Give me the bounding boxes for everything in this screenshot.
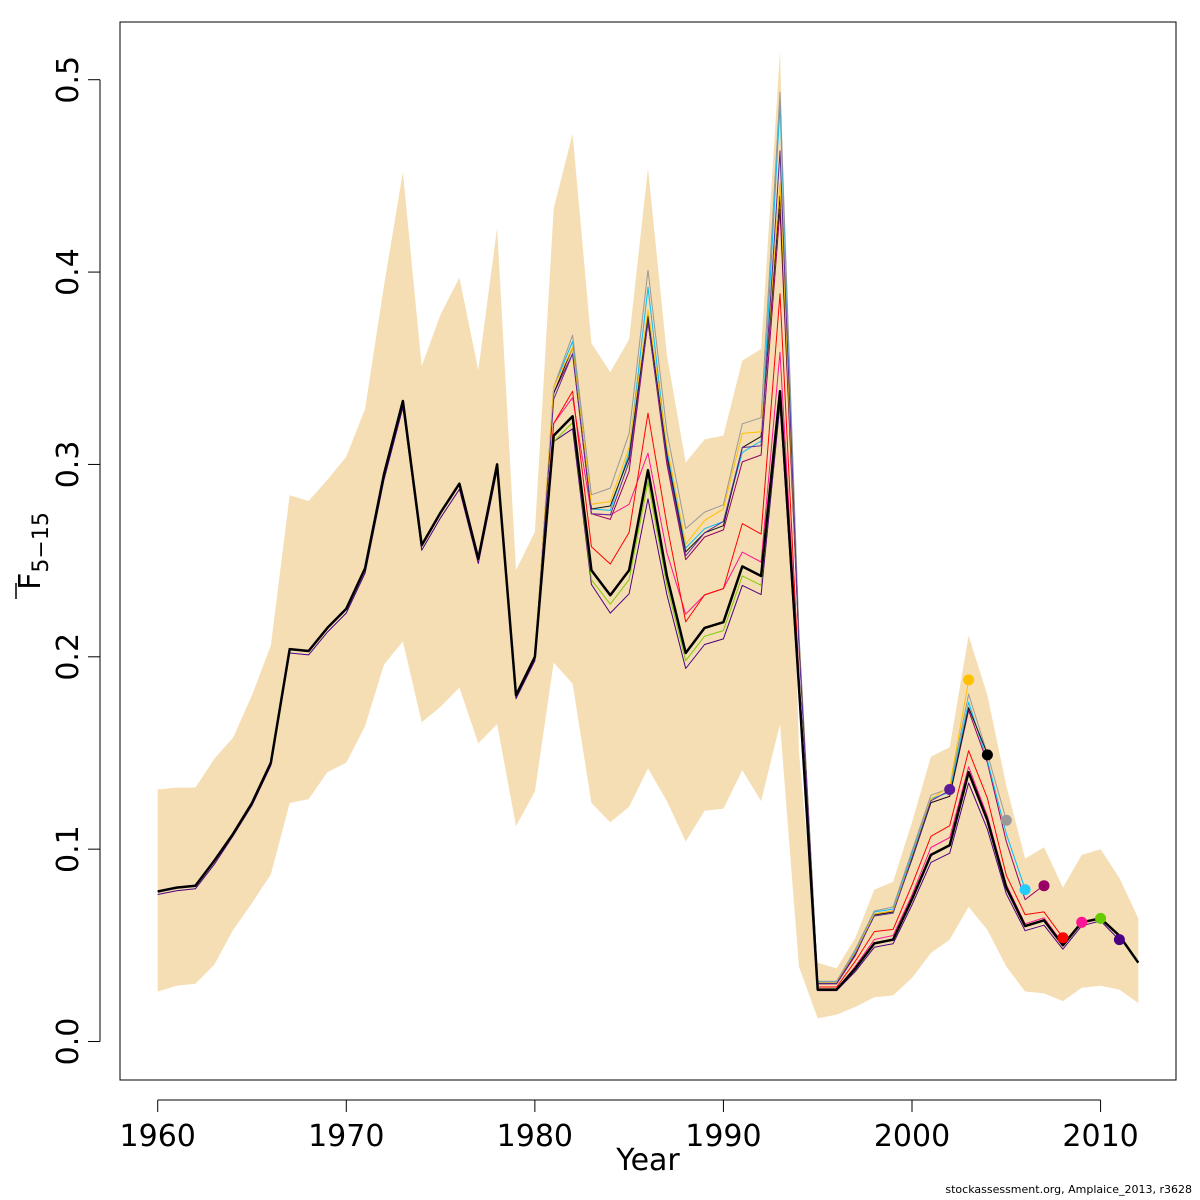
x-tick-label: 1980 xyxy=(497,1119,573,1154)
y-axis-title-subscript: 5−15 xyxy=(29,512,54,572)
x-tick-label: 1960 xyxy=(120,1119,196,1154)
y-tick-label: 0.5 xyxy=(51,56,86,104)
series-lines-layer xyxy=(157,91,1140,992)
series-line-2012 xyxy=(157,390,1140,991)
x-tick-label: 2000 xyxy=(874,1119,950,1154)
x-tick-label: 1970 xyxy=(308,1119,384,1154)
terminal-point-2002 xyxy=(944,784,956,795)
credit-text: stockassessment.org, Amplaice_2013, r362… xyxy=(945,1183,1192,1196)
y-axis-title: F5−15 xyxy=(13,512,54,599)
terminal-point-2006 xyxy=(1019,884,1031,896)
terminal-point-2009 xyxy=(1076,916,1088,928)
terminal-point-2008 xyxy=(1057,932,1069,944)
terminal-point-2004 xyxy=(981,749,993,761)
series-line-2011 xyxy=(157,403,1120,992)
terminal-point-2010 xyxy=(1095,912,1107,924)
y-tick-label: 0.2 xyxy=(51,633,86,681)
confidence-band-layer xyxy=(157,50,1139,1019)
y-tick-label: 0.4 xyxy=(51,248,86,296)
x-axis: 1960 1970 1980 1990 2000 2010 xyxy=(120,1099,1139,1154)
terminal-point-2003 xyxy=(963,674,975,686)
y-tick-label: 0.3 xyxy=(51,441,86,489)
y-tick-label: 0.1 xyxy=(51,825,86,873)
terminal-point-2005 xyxy=(1000,814,1012,826)
terminal-points-layer xyxy=(944,674,1125,946)
svg-text:F5−15: F5−15 xyxy=(13,512,54,590)
x-axis-title: Year xyxy=(615,1143,680,1178)
plot-frame xyxy=(119,21,1177,1081)
confidence-band xyxy=(157,50,1139,1019)
terminal-point-2007 xyxy=(1038,880,1050,892)
y-axis: 0.0 0.1 0.2 0.3 0.4 0.5 xyxy=(51,56,101,1066)
y-tick-label: 0.0 xyxy=(51,1018,86,1066)
x-tick-label: 2010 xyxy=(1062,1119,1138,1154)
y-axis-title-main: F xyxy=(13,573,48,590)
terminal-point-2011 xyxy=(1113,934,1125,946)
x-tick-label: 1990 xyxy=(685,1119,761,1154)
